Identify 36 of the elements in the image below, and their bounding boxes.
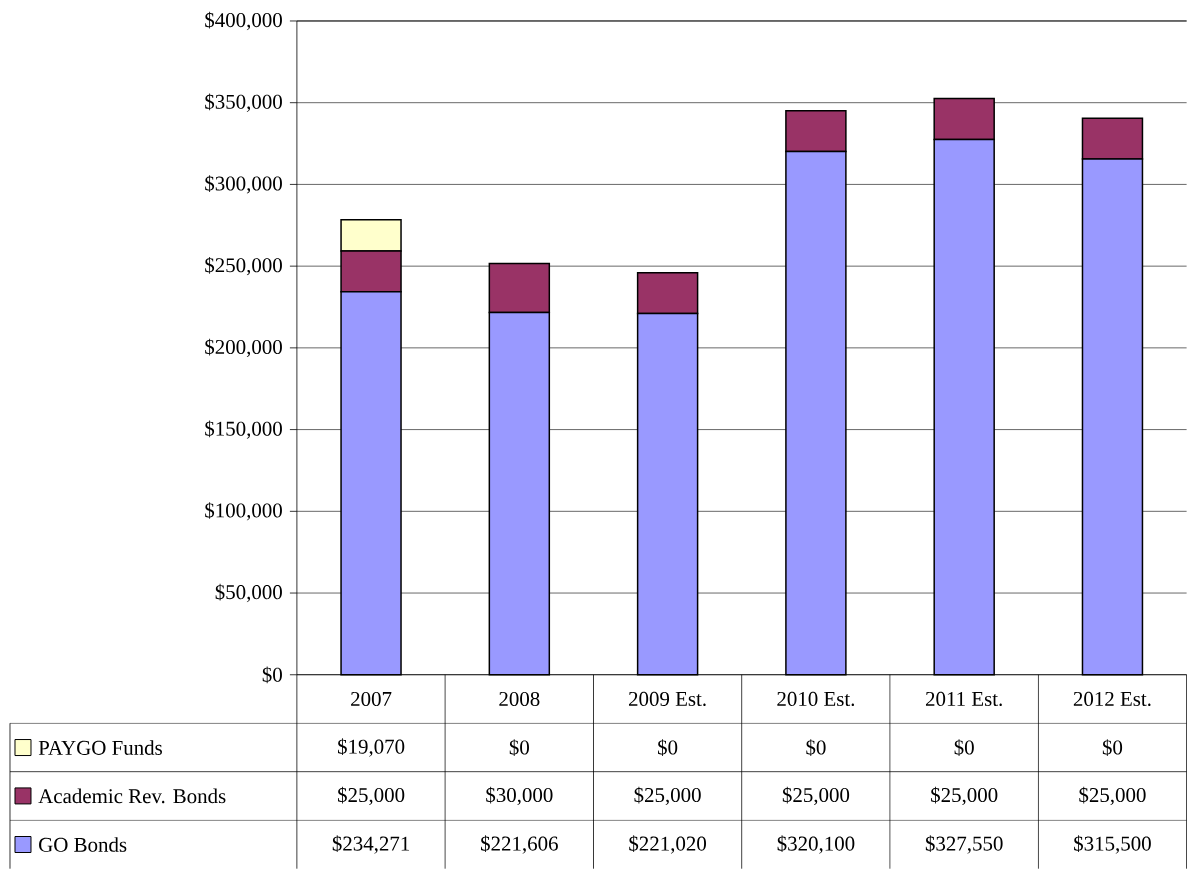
data-label: $25,000: [782, 786, 850, 806]
data-label: $0: [806, 739, 826, 756]
y-tick-label: $100,000: [205, 502, 282, 521]
data-label: $25,000: [634, 786, 701, 806]
legend-label: GO Bonds: [39, 837, 127, 852]
legend-label: Academic Rev. Bonds: [38, 788, 226, 804]
x-tick-label: 2009 Est.: [628, 691, 706, 707]
legend-label: PAYGO Funds: [38, 740, 162, 755]
data-label: $320,100: [777, 835, 855, 854]
data-label: $25,000: [338, 786, 405, 806]
data-label: $221,606: [481, 835, 558, 854]
data-label: $19,070: [338, 738, 405, 757]
x-tick-label: 2010 Est.: [777, 691, 855, 707]
data-label: $327,550: [925, 835, 1003, 854]
y-tick-label: $300,000: [205, 175, 282, 194]
x-tick-label: 2012 Est.: [1073, 691, 1151, 707]
y-tick-label: $150,000: [205, 420, 282, 439]
data-label: $0: [1102, 739, 1123, 756]
data-label: $0: [658, 739, 678, 756]
data-label: $234,271: [332, 835, 410, 854]
data-label: $25,000: [931, 786, 998, 806]
x-tick-label: 2011 Est.: [925, 691, 1002, 707]
x-tick-label: 2008: [499, 691, 540, 706]
y-tick-label: $400,000: [205, 11, 282, 31]
data-label: $221,020: [629, 835, 706, 854]
y-tick-label: $350,000: [205, 93, 282, 112]
data-label: $0: [509, 739, 529, 756]
y-tick-label: $50,000: [215, 583, 282, 603]
data-label: $25,000: [1079, 786, 1146, 806]
y-tick-label: $250,000: [205, 256, 282, 276]
x-tick-label: 2007: [351, 691, 392, 706]
y-tick-label: $200,000: [205, 338, 282, 357]
data-label: $315,500: [1074, 835, 1151, 854]
data-label: $30,000: [486, 786, 553, 806]
data-label: $0: [954, 739, 974, 756]
y-tick-label: $0: [262, 666, 282, 684]
